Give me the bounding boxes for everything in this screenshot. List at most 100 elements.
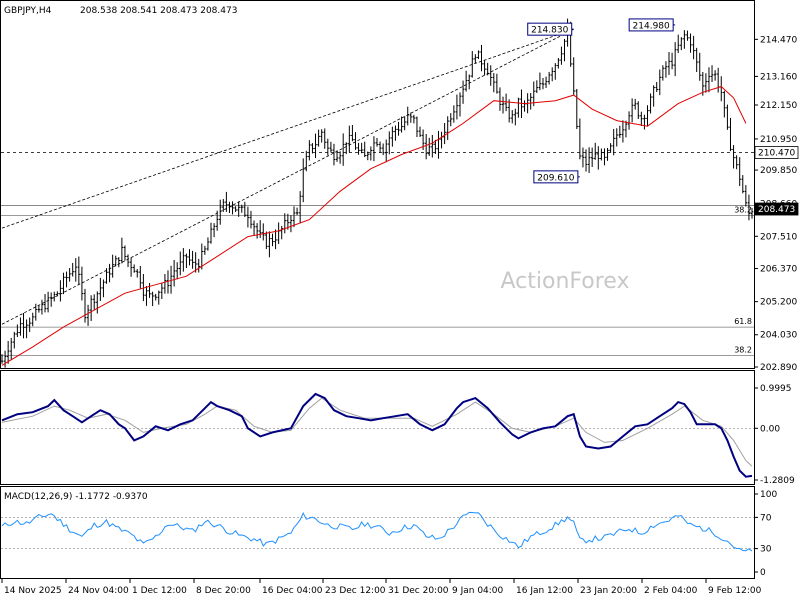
ohlc-bar[interactable]	[584, 149, 588, 172]
ohlc-bar[interactable]	[609, 143, 612, 153]
ohlc-bar[interactable]	[729, 117, 732, 152]
ohlc-bar[interactable]	[86, 304, 90, 326]
ohlc-bar[interactable]	[34, 303, 38, 321]
ohlc-bar[interactable]	[28, 317, 31, 333]
ohlc-bar[interactable]	[652, 85, 655, 107]
ohlc-bar[interactable]	[489, 65, 493, 86]
ohlc-bar[interactable]	[360, 142, 363, 154]
ohlc-bar[interactable]	[172, 259, 176, 287]
ohlc-bar[interactable]	[99, 277, 102, 301]
ohlc-bar[interactable]	[461, 80, 465, 104]
ohlc-bar[interactable]	[77, 256, 81, 285]
ohlc-bar[interactable]	[22, 312, 25, 339]
ohlc-bar[interactable]	[384, 139, 388, 163]
ohlc-bar[interactable]	[258, 220, 262, 238]
ohlc-bar[interactable]	[627, 111, 631, 130]
ohlc-bar[interactable]	[409, 112, 413, 123]
price-callout[interactable]: 214.980	[628, 18, 676, 32]
ohlc-bar[interactable]	[695, 47, 698, 72]
ohlc-bar[interactable]	[148, 283, 151, 298]
ohlc-bar[interactable]	[166, 270, 170, 294]
ohlc-bar[interactable]	[108, 263, 111, 283]
ohlc-bar[interactable]	[129, 257, 133, 277]
ohlc-bar[interactable]	[630, 98, 634, 123]
ohlc-bar[interactable]	[732, 145, 735, 169]
ohlc-bar[interactable]	[452, 105, 456, 123]
ohlc-bar[interactable]	[532, 81, 536, 107]
ohlc-bar[interactable]	[305, 150, 308, 172]
ohlc-bar[interactable]	[486, 62, 489, 76]
ohlc-bar[interactable]	[658, 69, 662, 96]
ohlc-bar[interactable]	[449, 113, 453, 127]
ohlc-bar[interactable]	[618, 125, 622, 138]
ohlc-bar[interactable]	[606, 147, 609, 161]
ohlc-bar[interactable]	[105, 268, 108, 284]
ohlc-bar[interactable]	[726, 104, 729, 130]
ohlc-bar[interactable]	[31, 312, 35, 327]
ohlc-bar[interactable]	[701, 72, 705, 96]
ohlc-bar[interactable]	[225, 191, 228, 212]
ohlc-bar[interactable]	[25, 319, 28, 339]
ohlc-bar[interactable]	[443, 123, 446, 145]
ohlc-bar[interactable]	[43, 294, 47, 313]
ohlc-bar[interactable]	[139, 265, 142, 289]
ohlc-bar[interactable]	[252, 220, 256, 236]
ohlc-bar[interactable]	[446, 116, 449, 140]
price-callout[interactable]: 209.610	[533, 170, 580, 184]
ohlc-bar[interactable]	[19, 317, 22, 336]
ohlc-bar[interactable]	[741, 175, 745, 194]
ohlc-bar[interactable]	[265, 231, 268, 250]
ohlc-bar[interactable]	[621, 120, 625, 143]
ohlc-bar[interactable]	[670, 52, 674, 70]
ohlc-bar[interactable]	[517, 97, 520, 118]
ohlc-bar[interactable]	[369, 146, 373, 161]
ohlc-bar[interactable]	[676, 34, 680, 54]
ohlc-bar[interactable]	[301, 158, 305, 203]
ohlc-bar[interactable]	[68, 268, 71, 282]
ohlc-bar[interactable]	[249, 210, 253, 229]
ohlc-bar[interactable]	[212, 223, 216, 238]
ohlc-bar[interactable]	[314, 133, 317, 159]
ohlc-bar[interactable]	[234, 206, 237, 212]
ohlc-bar[interactable]	[95, 291, 99, 314]
ohlc-bar[interactable]	[544, 76, 548, 88]
ohlc-bar[interactable]	[600, 148, 603, 161]
ohlc-bar[interactable]	[197, 258, 201, 273]
ohlc-bar[interactable]	[704, 73, 708, 93]
ohlc-bar[interactable]	[209, 222, 213, 244]
ohlc-bar[interactable]	[575, 88, 579, 130]
ohlc-bar[interactable]	[271, 233, 274, 247]
ohlc-bar[interactable]	[135, 269, 139, 278]
ohlc-bar[interactable]	[394, 125, 397, 141]
ohlc-bar[interactable]	[295, 207, 299, 216]
ohlc-bar[interactable]	[243, 201, 247, 217]
ohlc-bar[interactable]	[403, 116, 406, 131]
ohlc-bar[interactable]	[541, 77, 545, 90]
ohlc-bar[interactable]	[597, 146, 600, 170]
ohlc-bar[interactable]	[323, 128, 327, 149]
ohlc-bar[interactable]	[550, 67, 554, 82]
ohlc-bar[interactable]	[655, 82, 659, 93]
ohlc-bar[interactable]	[480, 44, 483, 72]
ohlc-bar[interactable]	[338, 151, 342, 164]
ohlc-bar[interactable]	[498, 87, 502, 111]
ohlc-bar[interactable]	[467, 74, 471, 90]
ohlc-bar[interactable]	[40, 299, 44, 315]
ohlc-bar[interactable]	[547, 71, 551, 85]
ohlc-bar[interactable]	[603, 148, 606, 166]
ohlc-bar[interactable]	[563, 39, 566, 62]
ohlc-bar[interactable]	[0, 354, 4, 364]
ohlc-bar[interactable]	[698, 52, 702, 81]
ohlc-bar[interactable]	[160, 282, 164, 300]
ohlc-bar[interactable]	[593, 142, 597, 160]
ohlc-bar[interactable]	[46, 291, 50, 313]
ohlc-bar[interactable]	[464, 70, 468, 92]
ohlc-bar[interactable]	[535, 80, 539, 94]
ohlc-bar[interactable]	[363, 141, 367, 158]
ohlc-bar[interactable]	[406, 106, 410, 126]
ohlc-bar[interactable]	[692, 35, 695, 60]
ohlc-bar[interactable]	[750, 207, 754, 219]
ohlc-bar[interactable]	[615, 128, 619, 147]
ohlc-bar[interactable]	[351, 124, 354, 142]
ohlc-bar[interactable]	[387, 131, 391, 155]
